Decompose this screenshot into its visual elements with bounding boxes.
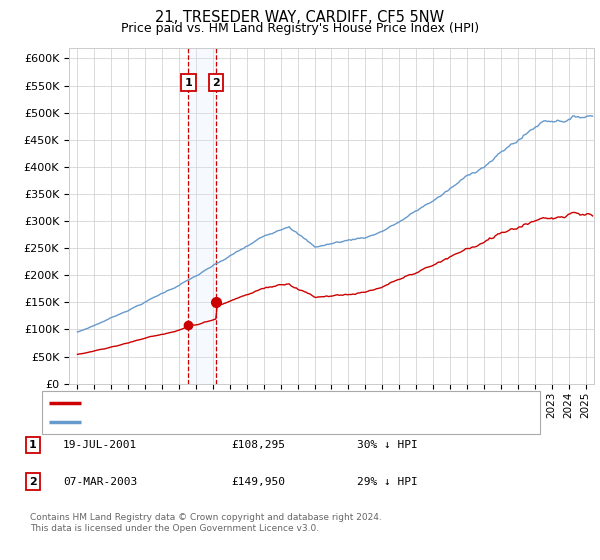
- Text: Price paid vs. HM Land Registry's House Price Index (HPI): Price paid vs. HM Land Registry's House …: [121, 22, 479, 35]
- Text: 30% ↓ HPI: 30% ↓ HPI: [357, 440, 418, 450]
- Text: £108,295: £108,295: [231, 440, 285, 450]
- Text: 21, TRESEDER WAY, CARDIFF, CF5 5NW: 21, TRESEDER WAY, CARDIFF, CF5 5NW: [155, 10, 445, 25]
- Text: 1: 1: [185, 78, 192, 88]
- Text: This data is licensed under the Open Government Licence v3.0.: This data is licensed under the Open Gov…: [30, 524, 319, 533]
- Text: 1: 1: [29, 440, 37, 450]
- Text: 2: 2: [212, 78, 220, 88]
- Text: Contains HM Land Registry data © Crown copyright and database right 2024.: Contains HM Land Registry data © Crown c…: [30, 513, 382, 522]
- Text: 21, TRESEDER WAY, CARDIFF, CF5 5NW (detached house): 21, TRESEDER WAY, CARDIFF, CF5 5NW (deta…: [86, 398, 386, 408]
- Bar: [188, 48, 216, 384]
- Text: £149,950: £149,950: [231, 477, 285, 487]
- Text: 29% ↓ HPI: 29% ↓ HPI: [357, 477, 418, 487]
- Text: HPI: Average price, detached house, Cardiff: HPI: Average price, detached house, Card…: [86, 417, 314, 427]
- Text: 2: 2: [29, 477, 37, 487]
- Text: 07-MAR-2003: 07-MAR-2003: [63, 477, 137, 487]
- Text: 19-JUL-2001: 19-JUL-2001: [63, 440, 137, 450]
